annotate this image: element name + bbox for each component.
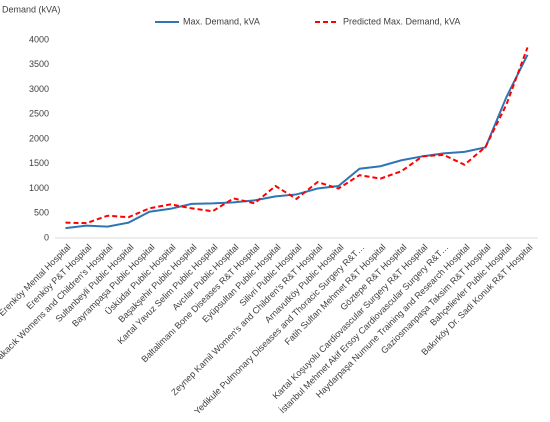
line [65, 47, 529, 225]
legend-label: Max. Demand, kVA [183, 16, 260, 26]
y-tick-label: 1000 [29, 183, 49, 193]
y-tick-label: 0 [44, 232, 49, 242]
y-tick-label: 500 [34, 208, 49, 218]
y-axis-label: Demand (kVA) [2, 4, 60, 14]
y-tick-label: 1500 [29, 158, 49, 168]
line [65, 54, 529, 230]
legend-label: Predicted Max. Demand, kVA [343, 16, 460, 26]
y-tick-label: 2000 [29, 133, 49, 143]
y-tick-label: 2500 [29, 109, 49, 119]
y-tick-label: 4000 [29, 34, 49, 44]
y-tick-label: 3500 [29, 59, 49, 69]
y-tick-label: 3000 [29, 84, 49, 94]
